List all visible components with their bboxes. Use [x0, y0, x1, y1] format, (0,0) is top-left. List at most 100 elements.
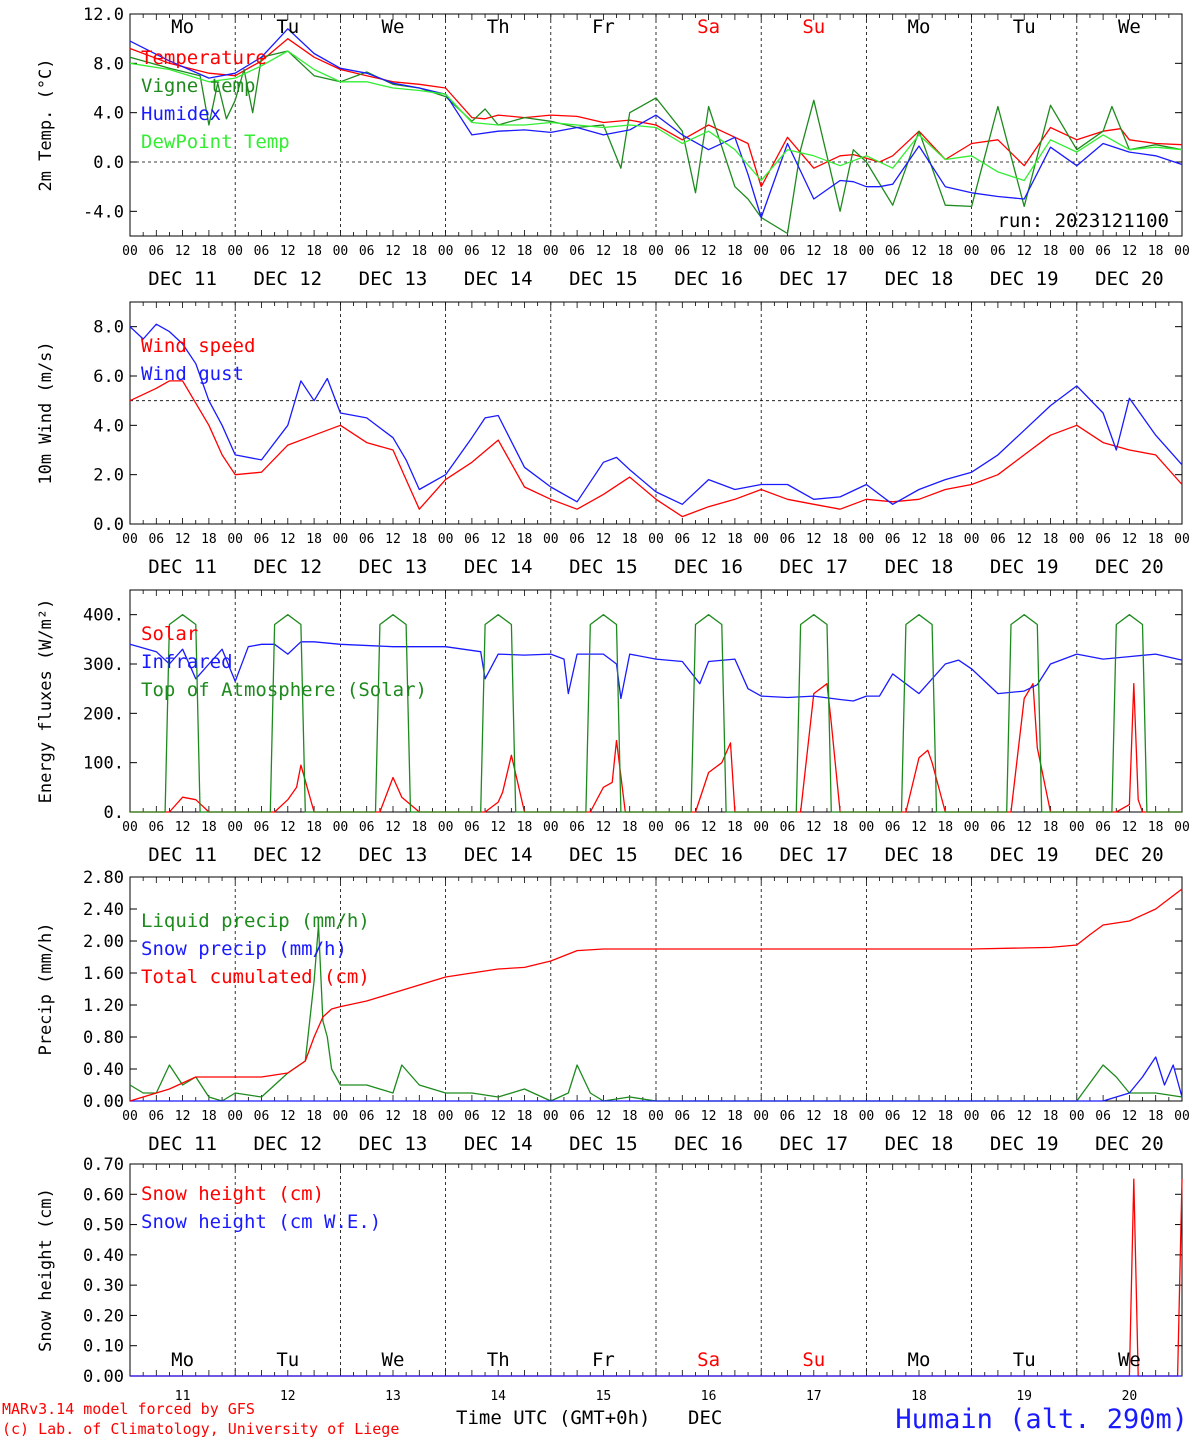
hour-tick-label: 12 [701, 820, 717, 835]
date-label: DEC 15 [569, 268, 638, 290]
weekday-label: Sa [697, 1349, 720, 1371]
hour-tick-label: 00 [543, 1109, 559, 1124]
day-number-label: 18 [911, 1389, 927, 1404]
y-tick-label: -4.0 [83, 202, 124, 222]
legend-entry: Wind speed [141, 335, 255, 357]
hour-tick-label: 12 [385, 532, 401, 547]
hour-tick-label: 18 [622, 532, 638, 547]
weekday-label: We [1118, 16, 1141, 38]
hour-tick-label: 00 [543, 244, 559, 259]
date-label: DEC 20 [1095, 1133, 1164, 1155]
hour-tick-label: 18 [201, 532, 217, 547]
hour-tick-label: 00 [753, 820, 769, 835]
hour-tick-label: 06 [990, 1109, 1006, 1124]
y-tick-label: 0.70 [83, 1155, 124, 1175]
hour-tick-label: 06 [885, 820, 901, 835]
hour-tick-label: 12 [911, 244, 927, 259]
weekday-label: Mo [908, 16, 931, 38]
date-label: DEC 16 [674, 268, 743, 290]
weekday-label: We [382, 1349, 405, 1371]
hour-tick-label: 18 [937, 532, 953, 547]
y-tick-label: 0.0 [93, 515, 124, 535]
day-number-label: 11 [175, 1389, 191, 1404]
hour-tick-label: 12 [175, 1109, 191, 1124]
date-label: DEC 20 [1095, 556, 1164, 578]
hour-tick-label: 00 [964, 1109, 980, 1124]
hour-tick-label: 18 [937, 820, 953, 835]
hour-tick-label: 18 [306, 532, 322, 547]
date-label: DEC 14 [464, 556, 533, 578]
hour-tick-label: 06 [885, 1109, 901, 1124]
series-line-wind-speed [129, 380, 1183, 518]
hour-tick-label: 06 [254, 244, 270, 259]
date-label: DEC 19 [990, 1133, 1059, 1155]
series-line-temperature [129, 38, 1183, 188]
y-axis-label: Snow height (cm) [36, 1188, 56, 1352]
hour-tick-label: 18 [411, 1109, 427, 1124]
hour-tick-label: 18 [832, 532, 848, 547]
hour-tick-label: 18 [832, 1109, 848, 1124]
hour-tick-label: 12 [490, 1109, 506, 1124]
series-line-infrared [129, 641, 1183, 702]
hour-tick-label: 06 [359, 820, 375, 835]
panel-1: 12.0 8.0 4.0 0.0 -4.0 2m Temp. (°C) Temperatur… [36, 5, 1190, 290]
hour-tick-label: 18 [306, 1109, 322, 1124]
hour-tick-label: 18 [937, 1109, 953, 1124]
y-axis-label: Precip (mm/h) [36, 922, 56, 1055]
y-tick-label: 100. [83, 754, 124, 774]
y-tick-label: 2.0 [93, 466, 124, 486]
series-line-solar [130, 683, 1182, 813]
date-label: DEC 16 [674, 844, 743, 866]
hour-tick-label: 12 [596, 820, 612, 835]
hour-tick-label: 18 [517, 244, 533, 259]
weekday-label: Tu [276, 1349, 299, 1371]
hour-tick-label: 18 [517, 820, 533, 835]
hour-tick-label: 18 [411, 820, 427, 835]
hour-tick-label: 06 [148, 532, 164, 547]
hour-tick-label: 18 [1148, 532, 1164, 547]
y-tick-label: 0.60 [83, 1185, 124, 1205]
date-label: DEC 17 [779, 844, 848, 866]
hour-tick-label: 06 [464, 244, 480, 259]
hour-tick-label: 12 [806, 820, 822, 835]
y-tick-label: 0.20 [83, 1306, 124, 1326]
hour-tick-label: 00 [1069, 1109, 1085, 1124]
date-label: DEC 11 [148, 1133, 217, 1155]
y-tick-label: 12.0 [83, 5, 124, 25]
y-tick-label: 6.0 [93, 367, 124, 387]
weekday-label: Th [487, 1349, 510, 1371]
hour-tick-label: 18 [1148, 1109, 1164, 1124]
date-label: DEC 11 [148, 556, 217, 578]
hour-tick-label: 06 [885, 532, 901, 547]
date-label: DEC 19 [990, 268, 1059, 290]
hour-tick-label: 06 [569, 244, 585, 259]
date-label: DEC 11 [148, 844, 217, 866]
y-tick-label: 8.0 [93, 54, 124, 74]
hour-tick-label: 06 [1095, 532, 1111, 547]
hour-tick-label: 00 [648, 532, 664, 547]
hour-tick-label: 00 [122, 1109, 138, 1124]
hour-tick-label: 00 [122, 820, 138, 835]
run-label: run: 2023121100 [997, 210, 1169, 232]
hour-tick-label: 06 [464, 532, 480, 547]
model-credit: MARv3.14 model forced by GFS [2, 1400, 255, 1418]
legend-entry: Infrared [141, 651, 233, 673]
hour-tick-label: 12 [175, 820, 191, 835]
date-label: DEC 12 [253, 1133, 322, 1155]
day-number-label: 20 [1122, 1389, 1138, 1404]
hour-tick-label: 06 [254, 1109, 270, 1124]
weekday-label: Mo [908, 1349, 931, 1371]
hour-tick-label: 12 [490, 532, 506, 547]
hour-tick-label: 12 [1016, 244, 1032, 259]
panel-4: 2.80 2.40 2.00 1.60 1.20 0.80 0.40 0.00 Precip (… [36, 868, 1190, 1155]
hour-tick-label: 12 [701, 532, 717, 547]
hour-tick-label: 18 [1043, 820, 1059, 835]
hour-tick-label: 06 [990, 532, 1006, 547]
hour-tick-label: 00 [859, 820, 875, 835]
y-tick-label: 0.50 [83, 1216, 124, 1236]
hour-tick-label: 12 [175, 244, 191, 259]
date-label: DEC 11 [148, 268, 217, 290]
hour-tick-label: 18 [832, 820, 848, 835]
hour-tick-label: 06 [254, 820, 270, 835]
day-number-label: 16 [701, 1389, 717, 1404]
